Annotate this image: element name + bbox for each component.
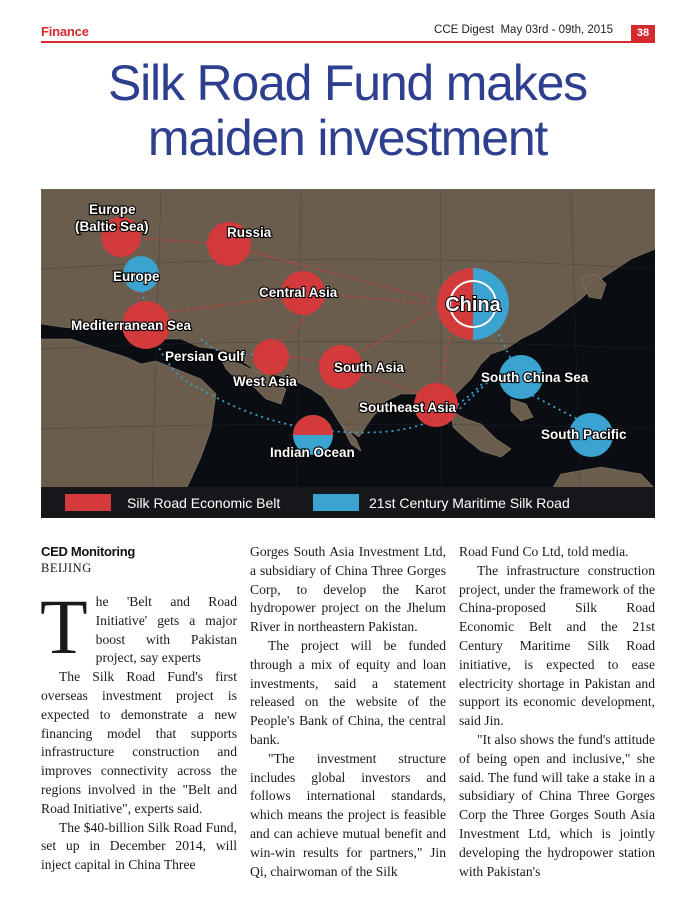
label-southeast-asia: Southeast Asia [359,400,457,415]
paragraph: Road Fund Co Ltd, told media. [459,544,629,559]
paragraph: The infrastructure construction project,… [459,562,655,729]
node-south-china-sea [499,355,543,399]
route-nodes [101,217,613,457]
article-column-2: Gorges South Asia Investment Ltd, a subs… [250,543,446,881]
headline-line-1: Silk Road Fund makes [107,55,588,111]
article-column-1: CED Monitoring BEIJING T he 'Belt and Ro… [40,543,237,875]
node-southeast-asia [414,383,458,427]
issue-date: CCE Digest May 03rd - 09th, 2015 [434,24,613,36]
label-central-asia: Central Asia [259,285,338,300]
node-west-asia [253,339,289,375]
drop-cap: T [40,583,88,670]
deck: he 'Belt and Road Initiative' gets a maj… [95,594,237,666]
label-indian-ocean: Indian Ocean [270,445,355,460]
legend-sea-swatch [313,494,359,511]
label-china: China [445,294,501,316]
page-header: Finance CCE Digest May 03rd - 09th, 2015… [41,22,655,42]
headline-line-2: maiden investment [147,110,548,166]
article-column-3: Road Fund Co Ltd, told media. The infras… [459,543,655,881]
section-label: Finance [41,24,89,39]
node-south-asia [319,345,363,389]
header-rule [41,41,655,43]
paragraph: The Silk Road Fund's first overseas inve… [41,669,237,816]
paragraph: The $40-billion Silk Road Fund, set up i… [41,819,237,873]
node-europe-baltic [101,217,141,257]
byline: CED Monitoring [41,544,136,559]
label-persian-gulf: Persian Gulf [165,349,245,364]
label-russia: Russia [227,225,272,240]
node-europe [123,256,159,292]
paragraph: "It also shows the fund's attitude of be… [459,731,655,879]
legend-sea-label: 21st Century Maritime Silk Road [369,495,570,511]
node-central-asia [281,271,325,315]
label-south-china-sea: South China Sea [481,370,589,385]
dateline: BEIJING [41,561,92,575]
sea-route [140,278,597,434]
node-south-pacific [569,413,613,457]
legend-land-label: Silk Road Economic Belt [127,495,280,511]
label-south-asia: South Asia [334,360,404,375]
label-europe-baltic-1: Europe [89,202,136,217]
map-labels: Europe (Baltic Sea) Russia Europe Centra… [70,201,628,461]
paragraph: The project will be funded through a mix… [250,637,446,747]
node-mediterranean [122,301,170,349]
headline: Silk Road Fund makes maiden investment [40,56,655,166]
page-number-badge: 38 [631,25,655,41]
silk-road-map: Europe (Baltic Sea) Russia Europe Centra… [41,189,655,518]
label-west-asia: West Asia [233,374,297,389]
label-mediterranean: Mediterranean Sea [71,318,192,333]
legend-land-swatch [65,494,111,511]
node-russia [207,222,251,266]
label-south-pacific: South Pacific [541,427,627,442]
paragraph: "The investment structure includes globa… [250,750,446,879]
label-europe-baltic-2: (Baltic Sea) [75,219,149,234]
paragraph: Gorges South Asia Investment Ltd, a subs… [250,544,446,635]
label-europe: Europe [113,269,160,284]
